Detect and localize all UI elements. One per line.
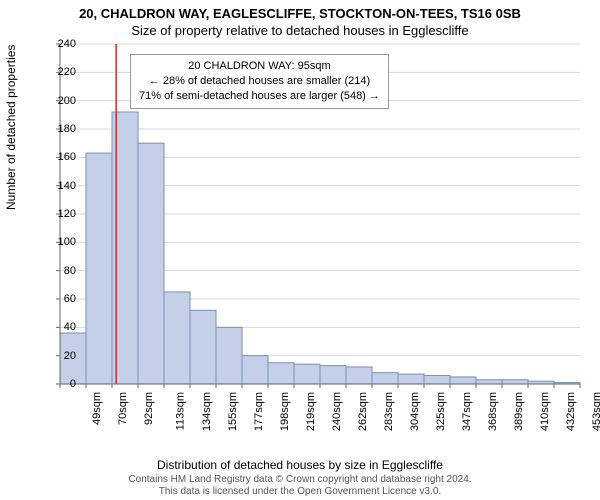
y-axis-label: Number of detached properties bbox=[4, 45, 18, 210]
y-tick-label: 100 bbox=[46, 236, 76, 248]
y-tick-label: 0 bbox=[46, 378, 76, 390]
caption-line1: Contains HM Land Registry data © Crown c… bbox=[0, 474, 600, 486]
y-tick-label: 220 bbox=[46, 66, 76, 78]
annotation-line2: ← 28% of detached houses are smaller (21… bbox=[139, 74, 380, 89]
y-tick-label: 200 bbox=[46, 95, 76, 107]
x-tick-label: 347sqm bbox=[461, 392, 473, 431]
x-tick-label: 368sqm bbox=[487, 392, 499, 431]
y-tick-label: 40 bbox=[46, 321, 76, 333]
x-tick-label: 92sqm bbox=[143, 392, 155, 425]
x-tick-label: 432sqm bbox=[565, 392, 577, 431]
x-tick-label: 262sqm bbox=[357, 392, 369, 431]
x-tick-label: 410sqm bbox=[539, 392, 551, 431]
x-tick-label: 389sqm bbox=[513, 392, 525, 431]
y-tick-label: 120 bbox=[46, 208, 76, 220]
annotation-line3: 71% of semi-detached houses are larger (… bbox=[139, 89, 380, 104]
x-tick-label: 113sqm bbox=[174, 392, 186, 430]
chart-title-line1: 20, CHALDRON WAY, EAGLESCLIFFE, STOCKTON… bbox=[0, 0, 600, 21]
annotation-box: 20 CHALDRON WAY: 95sqm ← 28% of detached… bbox=[130, 54, 389, 109]
annotation-line1: 20 CHALDRON WAY: 95sqm bbox=[139, 59, 380, 74]
x-tick-label: 240sqm bbox=[331, 392, 343, 431]
y-tick-label: 160 bbox=[46, 151, 76, 163]
x-tick-label: 134sqm bbox=[201, 392, 213, 431]
x-tick-label: 198sqm bbox=[279, 392, 291, 431]
y-tick-label: 180 bbox=[46, 123, 76, 135]
x-tick-label: 325sqm bbox=[435, 392, 447, 431]
y-tick-label: 60 bbox=[46, 293, 76, 305]
x-tick-label: 177sqm bbox=[253, 392, 265, 431]
y-tick-label: 140 bbox=[46, 180, 76, 192]
caption-line2: This data is licensed under the Open Gov… bbox=[0, 486, 600, 498]
x-tick-label: 283sqm bbox=[383, 392, 395, 431]
y-tick-label: 20 bbox=[46, 350, 76, 362]
x-tick-label: 453sqm bbox=[591, 392, 600, 431]
x-tick-label: 304sqm bbox=[409, 392, 421, 431]
chart-title-line2: Size of property relative to detached ho… bbox=[0, 21, 600, 38]
x-tick-label: 155sqm bbox=[227, 392, 239, 431]
chart-container: 20, CHALDRON WAY, EAGLESCLIFFE, STOCKTON… bbox=[0, 0, 600, 500]
x-tick-label: 70sqm bbox=[117, 392, 129, 425]
x-tick-label: 219sqm bbox=[305, 392, 317, 431]
x-tick-label: 49sqm bbox=[91, 392, 103, 425]
y-tick-label: 80 bbox=[46, 265, 76, 277]
x-axis-label: Distribution of detached houses by size … bbox=[0, 458, 600, 472]
y-tick-label: 240 bbox=[46, 38, 76, 50]
caption: Contains HM Land Registry data © Crown c… bbox=[0, 474, 600, 498]
